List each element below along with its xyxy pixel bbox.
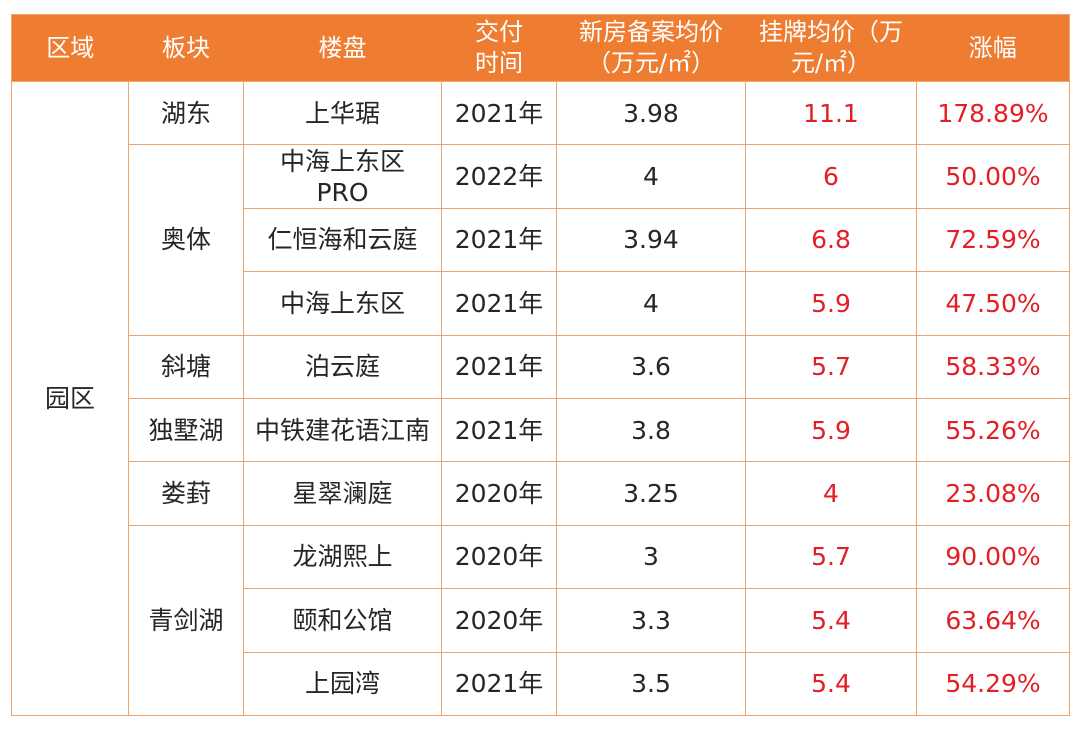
increase-cell: 50.00% — [916, 144, 1070, 209]
listing-price-cell: 5.4 — [745, 588, 917, 653]
delivery-cell: 2020年 — [441, 588, 557, 653]
project-cell: 龙湖熙上 — [243, 524, 442, 590]
increase-cell: 178.89% — [916, 80, 1070, 146]
header-sector: 板块 — [128, 14, 244, 82]
increase-cell: 90.00% — [916, 524, 1070, 590]
sector-cell: 斜塘 — [128, 334, 244, 399]
project-cell: 中铁建花语江南 — [243, 397, 442, 463]
record-price-cell: 3.5 — [556, 651, 746, 716]
record-price-cell: 4 — [556, 144, 746, 209]
delivery-cell: 2021年 — [441, 271, 557, 336]
record-price-cell: 3.6 — [556, 334, 746, 399]
increase-cell: 58.33% — [916, 334, 1070, 399]
table-row: 独墅湖 中铁建花语江南 2021年 3.8 5.9 55.26% — [12, 397, 1070, 463]
project-cell: 中海上东区 — [243, 271, 442, 336]
delivery-cell: 2020年 — [441, 524, 557, 590]
listing-price-cell: 6.8 — [745, 207, 917, 273]
listing-price-cell: 5.7 — [745, 334, 917, 399]
record-price-cell: 3.98 — [556, 80, 746, 146]
delivery-cell: 2021年 — [441, 397, 557, 463]
increase-cell: 63.64% — [916, 588, 1070, 653]
header-region: 区域 — [11, 14, 129, 82]
delivery-cell: 2020年 — [441, 461, 557, 526]
sector-cell: 青剑湖 — [128, 524, 244, 716]
header-increase: 涨幅 — [916, 14, 1070, 82]
header-delivery: 交付时间 — [441, 14, 557, 82]
table-row: 娄葑 星翠澜庭 2020年 3.25 4 23.08% — [12, 461, 1070, 526]
increase-cell: 54.29% — [916, 651, 1070, 716]
project-cell: 上园湾 — [243, 651, 442, 716]
delivery-cell: 2022年 — [441, 144, 557, 209]
header-project: 楼盘 — [243, 14, 442, 82]
project-cell: 泊云庭 — [243, 334, 442, 399]
record-price-cell: 3.8 — [556, 397, 746, 463]
sector-cell: 独墅湖 — [128, 397, 244, 463]
delivery-cell: 2021年 — [441, 334, 557, 399]
project-cell: 仁恒海和云庭 — [243, 207, 442, 273]
delivery-cell: 2021年 — [441, 207, 557, 273]
price-table: 区域 板块 楼盘 交付时间 新房备案均价（万元/㎡） 挂牌均价（万元/㎡） 涨幅… — [11, 14, 1070, 716]
table-row: 上园湾 2021年 3.5 5.4 54.29% — [12, 651, 1070, 716]
table-row: 青剑湖 龙湖熙上 2020年 3 5.7 90.00% — [12, 524, 1070, 716]
delivery-cell: 2021年 — [441, 80, 557, 146]
region-cell: 园区 — [11, 81, 129, 716]
increase-cell: 23.08% — [916, 461, 1070, 526]
record-price-cell: 4 — [556, 271, 746, 336]
sector-cell: 娄葑 — [128, 461, 244, 526]
listing-price-cell: 6 — [745, 144, 917, 209]
record-price-cell: 3 — [556, 524, 746, 590]
table-row: 奥体 中海上东区PRO 2022年 4 6 50.00% — [12, 144, 1070, 336]
table-row: 斜塘 泊云庭 2021年 3.6 5.7 58.33% — [12, 334, 1070, 399]
table-row: 颐和公馆 2020年 3.3 5.4 63.64% — [12, 588, 1070, 653]
project-cell: 星翠澜庭 — [243, 461, 442, 526]
listing-price-cell: 5.9 — [745, 271, 917, 336]
header-row: 区域 板块 楼盘 交付时间 新房备案均价（万元/㎡） 挂牌均价（万元/㎡） 涨幅 — [11, 14, 1070, 82]
listing-price-cell: 5.9 — [745, 397, 917, 463]
header-listing-price: 挂牌均价（万元/㎡） — [745, 14, 917, 82]
header-record-price: 新房备案均价（万元/㎡） — [556, 14, 746, 82]
project-cell: 上华琚 — [243, 80, 442, 146]
listing-price-cell: 11.1 — [745, 80, 917, 146]
record-price-cell: 3.3 — [556, 588, 746, 653]
sector-cell: 奥体 — [128, 144, 244, 336]
table-row: 中海上东区 2021年 4 5.9 47.50% — [12, 271, 1070, 336]
listing-price-cell: 5.4 — [745, 651, 917, 716]
increase-cell: 72.59% — [916, 207, 1070, 273]
record-price-cell: 3.25 — [556, 461, 746, 526]
table-row: 园区 湖东 上华琚 2021年 3.98 11.1 178.89% — [11, 80, 1070, 716]
increase-cell: 55.26% — [916, 397, 1070, 463]
record-price-cell: 3.94 — [556, 207, 746, 273]
increase-cell: 47.50% — [916, 271, 1070, 336]
listing-price-cell: 4 — [745, 461, 917, 526]
listing-price-cell: 5.7 — [745, 524, 917, 590]
project-cell: 中海上东区PRO — [243, 144, 442, 209]
sector-cell: 湖东 — [128, 80, 244, 146]
project-cell: 颐和公馆 — [243, 588, 442, 653]
delivery-cell: 2021年 — [441, 651, 557, 716]
